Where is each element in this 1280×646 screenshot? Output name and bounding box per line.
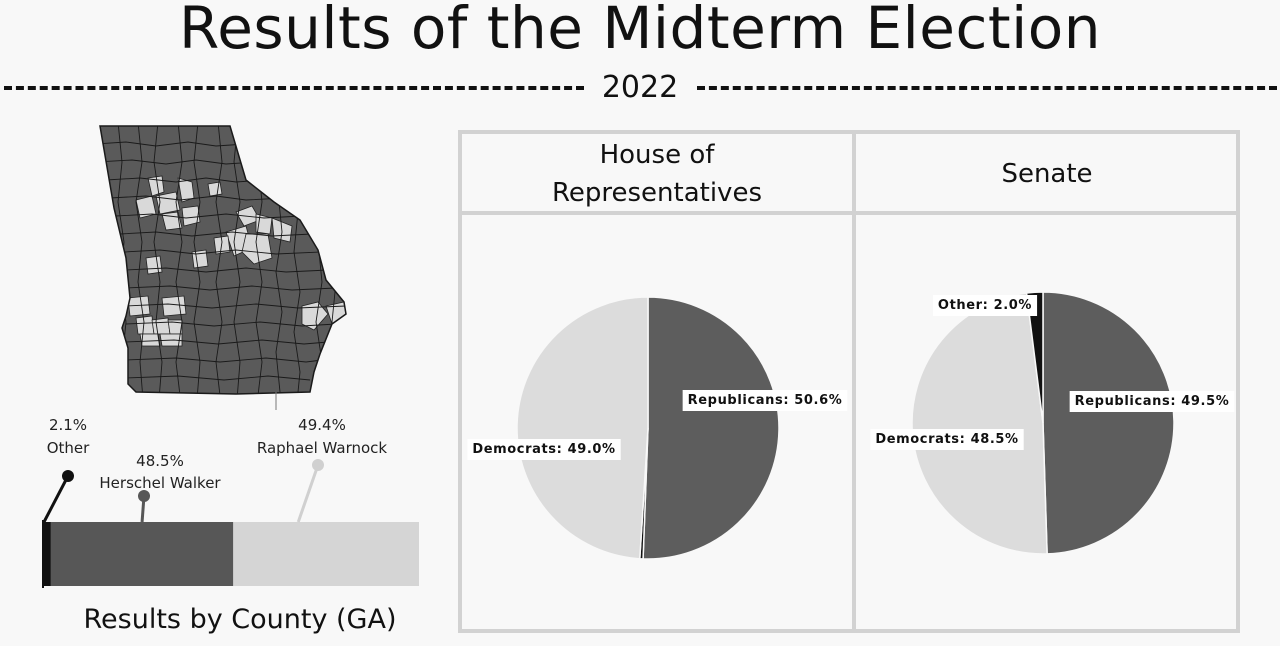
bar-segment-other <box>43 522 51 586</box>
house-pie-slices <box>516 296 780 560</box>
election-year: 2022 <box>601 70 679 105</box>
georgia-county-map <box>99 125 347 410</box>
title-divider-right <box>697 86 1277 90</box>
callout-percent-herschel-walker: 48.5% <box>136 452 184 470</box>
slice-democrats <box>516 296 649 560</box>
title-divider-left <box>4 86 584 90</box>
senate-panel-title: Senate <box>856 136 1238 212</box>
slice-label-text-republicans: Republicans: 49.5% <box>1075 394 1230 409</box>
slice-label-text-republicans: Republicans: 50.6% <box>688 393 843 408</box>
slice-democrats <box>911 292 1048 555</box>
callout-leader-raphael-warnock <box>296 464 320 523</box>
callout-raphael-warnock: 49.4% Raphael Warnock <box>257 416 388 523</box>
callout-name-raphael-warnock: Raphael Warnock <box>257 439 388 457</box>
slice-label-text-democrats: Democrats: 49.0% <box>472 442 615 457</box>
county-borders <box>100 126 346 394</box>
callout-herschel-walker: 48.5% Herschel Walker <box>99 452 221 523</box>
callout-other: 2.1% Other <box>42 416 90 523</box>
county-grid <box>100 126 346 394</box>
slice-other <box>1025 291 1044 424</box>
callout-dot-raphael-warnock <box>312 459 324 471</box>
county-results-caption: Results by County (GA) <box>83 604 397 635</box>
bar-segments <box>42 520 419 588</box>
slice-label-republicans: Republicans: 50.6% <box>682 390 848 411</box>
georgia-outline <box>99 125 347 395</box>
senate-pie-labels: Republicans: 49.5% Democrats: 48.5% Other:… <box>870 295 1235 450</box>
callout-leader-other <box>42 475 70 523</box>
slice-republicans <box>1042 291 1175 555</box>
bar-segment-raphael-warnock <box>233 522 419 586</box>
slice-label-democrats: Democrats: 49.0% <box>467 439 621 460</box>
house-title-text: House of Representatives <box>551 140 762 208</box>
slice-label-bg-democrats <box>870 429 1024 450</box>
bar-callouts: 2.1% Other 48.5% Herschel Walker 49.4% Raphae… <box>42 416 388 523</box>
slice-label-text-other: Other: 2.0% <box>938 298 1032 313</box>
slice-label-bg-republicans <box>1069 391 1235 412</box>
house-pie-chart: Republicans: 50.6% Democrats: 49.0% <box>467 296 848 560</box>
senate-pie-slices <box>911 291 1175 555</box>
slice-label-bg-republicans <box>682 390 848 411</box>
slice-label-bg-other <box>932 295 1038 316</box>
callout-percent-other: 2.1% <box>49 416 87 434</box>
bar-segment-herschel-walker <box>50 522 234 586</box>
callout-dot-other <box>62 470 74 482</box>
house-panel-title: House of Representatives <box>462 136 852 212</box>
house-pie-labels: Republicans: 50.6% Democrats: 49.0% <box>467 390 848 460</box>
slice-label-text-democrats: Democrats: 48.5% <box>875 432 1018 447</box>
senate-pie-chart: Republicans: 49.5% Democrats: 48.5% Other:… <box>870 291 1235 555</box>
senate-title-text: Senate <box>1001 159 1093 189</box>
slice-label-republicans: Republicans: 49.5% <box>1069 391 1235 412</box>
callout-dot-herschel-walker <box>138 490 150 502</box>
pie-panels-frame <box>458 130 1240 633</box>
callout-percent-raphael-warnock: 49.4% <box>298 416 346 434</box>
slice-republicans <box>642 296 780 560</box>
page-title: Results of the Midterm Election <box>179 0 1101 62</box>
callout-name-herschel-walker: Herschel Walker <box>99 474 221 492</box>
slice-label-bg-democrats <box>467 439 621 460</box>
callout-name-other: Other <box>47 439 90 457</box>
county-results-bar-chart: 2.1% Other 48.5% Herschel Walker 49.4% Raphae… <box>42 416 419 588</box>
panel-divider-horizontal <box>458 211 1240 215</box>
panel-divider-vertical <box>852 130 856 633</box>
slice-label-democrats: Democrats: 48.5% <box>870 429 1024 450</box>
slice-label-other: Other: 2.0% <box>932 295 1038 316</box>
